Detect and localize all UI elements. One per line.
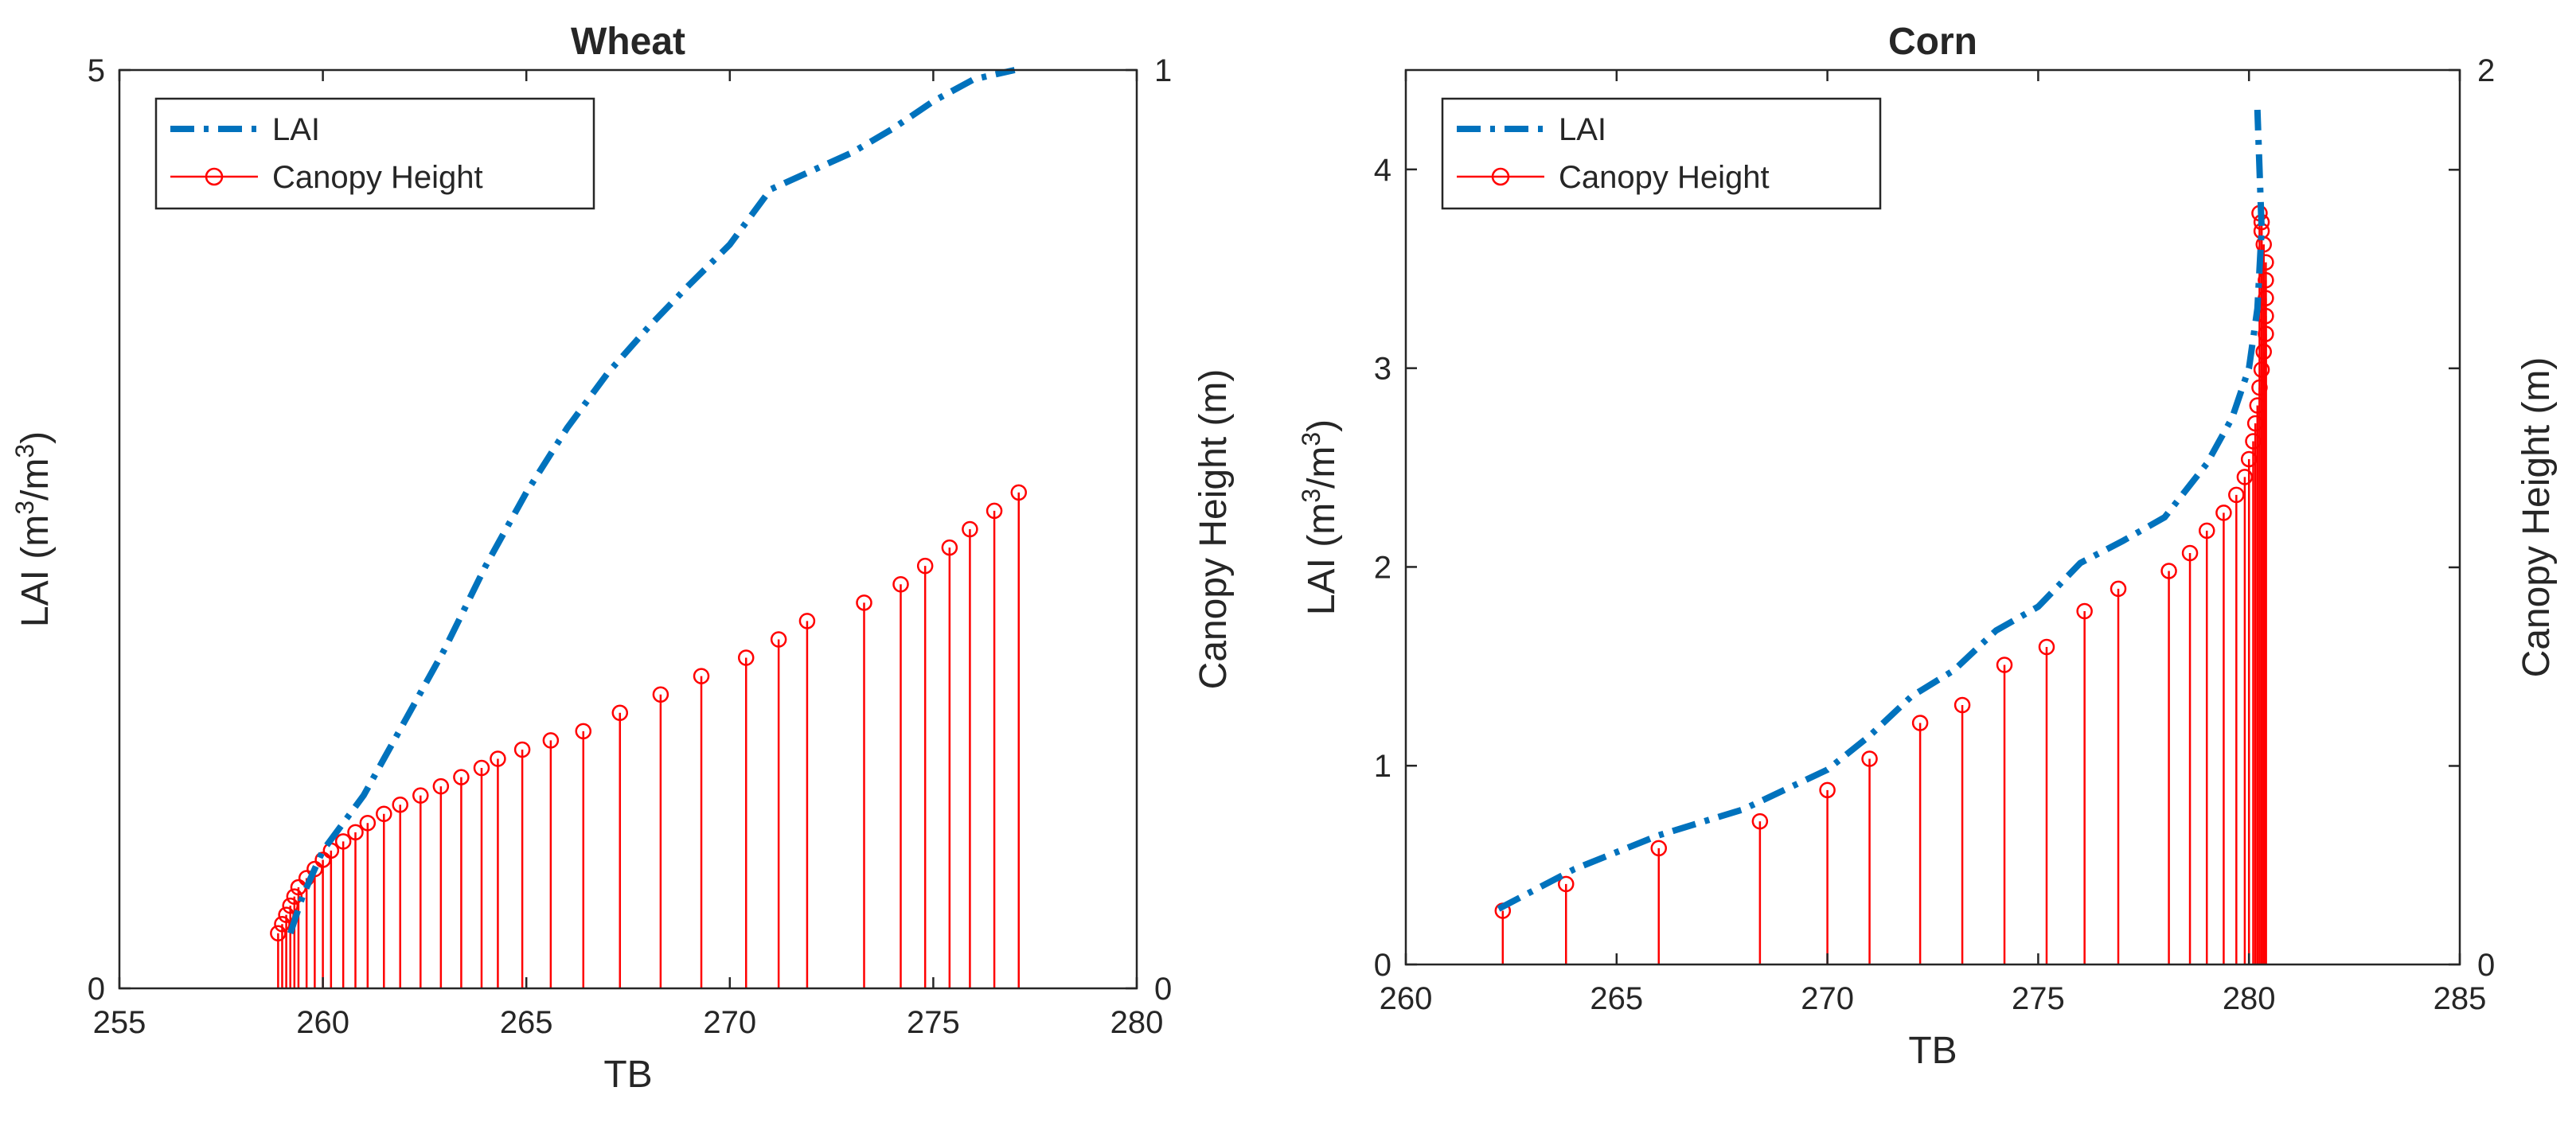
legend-box [1441, 97, 1882, 210]
legend-lai-label: LAI [272, 112, 320, 147]
canopy-marker [412, 787, 429, 804]
canopy-marker [737, 649, 755, 666]
canopy-marker [542, 732, 560, 749]
canopy-marker [1650, 840, 1668, 857]
y-right-axis-label: Canopy Height (m) [1192, 369, 1235, 690]
y-right-tick-label: 0 [1154, 972, 1172, 1007]
canopy-marker [432, 777, 450, 795]
canopy-marker [2228, 486, 2245, 504]
canopy-marker [892, 575, 909, 593]
canopy-marker [575, 723, 592, 740]
x-tick-label: 280 [2223, 981, 2276, 1016]
y-left-tick-label: 2 [1374, 550, 1391, 585]
x-axis-label: TB [603, 1054, 652, 1096]
legend-canopy-swatch-marker [1491, 167, 1510, 186]
y-left-tick-label: 0 [1374, 948, 1391, 983]
y-right-tick-label: 0 [2477, 948, 2495, 983]
y-right-tick-label: 2 [2477, 53, 2495, 88]
chart-title: Corn [1888, 21, 1977, 63]
canopy-marker [2236, 469, 2254, 485]
legend-canopy-swatch-marker [205, 167, 224, 186]
chart-title: Wheat [571, 21, 685, 63]
y-left-axis-label: LAI (m3/m3) [10, 431, 57, 627]
canopy-marker [611, 704, 629, 722]
canopy-marker [2181, 544, 2199, 562]
y-left-tick-label: 3 [1374, 352, 1391, 387]
y-right-tick-label: 1 [1154, 53, 1172, 88]
canopy-marker [392, 796, 408, 813]
canopy-marker [1996, 657, 2013, 673]
legend-lai-label: LAI [1559, 112, 1606, 147]
x-tick-label: 285 [2434, 981, 2487, 1016]
canopy-marker [453, 769, 470, 785]
y-right-axis-label: Canopy Height (m) [2516, 357, 2558, 678]
canopy-marker [334, 833, 352, 850]
canopy-height-series [1494, 205, 2274, 964]
x-tick-label: 270 [703, 1005, 756, 1040]
canopy-marker [693, 668, 710, 684]
canopy-marker [513, 741, 531, 758]
canopy-marker [916, 557, 934, 575]
legend: LAI Canopy Height [1441, 97, 1882, 210]
canopy-marker [2198, 522, 2215, 540]
canopy-marker [770, 631, 787, 648]
legend-canopy-label: Canopy Height [1559, 160, 1770, 195]
legend-box [154, 97, 595, 210]
x-tick-label: 275 [907, 1005, 960, 1040]
canopy-marker [1819, 781, 1836, 799]
canopy-marker [1953, 696, 1971, 714]
y-left-tick-label: 5 [88, 53, 105, 88]
legend: LAI Canopy Height [154, 97, 595, 210]
y-left-tick-label: 0 [88, 972, 105, 1007]
lai-series-line [287, 67, 1016, 935]
canopy-marker [798, 613, 816, 629]
plot-area-border [1404, 68, 2461, 966]
x-tick-label: 255 [93, 1005, 146, 1040]
canopy-marker [652, 686, 669, 703]
y-left-axis-label: LAI (m3/m3) [1297, 419, 1343, 615]
canopy-marker [2038, 638, 2055, 656]
canopy-marker [941, 539, 958, 556]
canopy-marker [856, 594, 872, 611]
y-left-tick-label: 1 [1374, 749, 1391, 784]
canopy-marker [286, 888, 303, 905]
x-tick-label: 265 [1590, 981, 1643, 1016]
x-tick-label: 275 [2012, 981, 2065, 1016]
canopy-marker [2215, 505, 2232, 521]
canopy-marker [473, 759, 490, 777]
canopy-marker [962, 520, 978, 538]
x-axis-label: TB [1908, 1030, 1957, 1072]
canopy-marker [2110, 580, 2127, 598]
canopy-marker [1751, 812, 1769, 830]
y-left-tick-label: 4 [1374, 153, 1391, 188]
canopy-marker [1911, 715, 1929, 731]
x-tick-label: 260 [1380, 981, 1433, 1016]
canopy-marker [347, 824, 364, 841]
canopy-marker [376, 805, 392, 822]
canopy-marker [490, 750, 506, 767]
x-tick-label: 265 [500, 1005, 553, 1040]
x-tick-label: 260 [296, 1005, 349, 1040]
canopy-marker [359, 815, 377, 832]
canopy-marker [1010, 484, 1028, 501]
plot-area-border [118, 68, 1138, 990]
canopy-marker [2160, 563, 2177, 579]
x-tick-label: 280 [1110, 1005, 1164, 1040]
canopy-marker [1861, 750, 1878, 767]
canopy-marker [986, 502, 1003, 520]
canopy-marker [2076, 602, 2093, 620]
canopy-marker [1557, 875, 1575, 893]
legend-canopy-label: Canopy Height [272, 160, 483, 195]
x-tick-label: 270 [1801, 981, 1854, 1016]
canopy-height-series [270, 484, 1028, 988]
lai-series-line [1497, 109, 2266, 912]
